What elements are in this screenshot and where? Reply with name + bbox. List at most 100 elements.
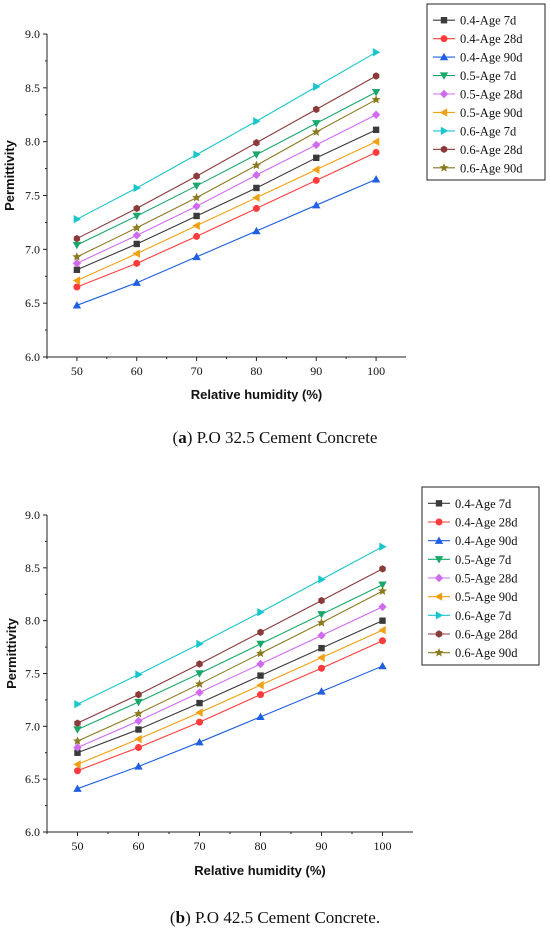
caption-a-text: P.O 32.5 Cement Concrete [192, 428, 378, 447]
chart-b-x-tick-label: 90 [316, 839, 328, 853]
chart-b-data-point [135, 726, 142, 733]
chart-b-x-tick-label: 50 [72, 839, 84, 853]
chart-b-data-point [318, 596, 325, 605]
chart-a-y-tick-label: 7.5 [25, 189, 40, 203]
chart-a-y-tick-label: 8.0 [25, 135, 40, 149]
chart-b-data-point [379, 617, 386, 624]
chart-a-data-point [193, 232, 201, 240]
chart-b-data-point [195, 688, 204, 697]
chart-a-data-point [73, 266, 81, 273]
chart-a-legend-marker [439, 89, 449, 99]
chart-b-series-line [77, 590, 383, 742]
chart-b-data-point [317, 611, 326, 619]
chart-b-data-point [74, 749, 81, 756]
caption-a-letter: a [178, 428, 187, 447]
caption-b: (b) P.O 42.5 Cement Concrete. [169, 908, 381, 927]
chart-a-x-tick-label: 70 [191, 364, 203, 378]
chart-a-data-point [312, 176, 320, 184]
chart-a-x-tick-label: 90 [310, 364, 322, 378]
chart-a-legend-marker [439, 72, 449, 80]
chart-b-data-point [256, 659, 265, 669]
chart-a-data-point [372, 72, 380, 80]
chart-a-legend-marker [440, 17, 448, 24]
chart-b-series-line [77, 629, 383, 765]
chart-panel-a: 6.0 6.5 7.0 7.5 8.0 8.5 9.0 50 60 70 80 90 100 Permit… [0, 0, 550, 470]
chart-b-legend-marker [435, 630, 443, 638]
chart-a-y-tick-label: 7.0 [25, 242, 40, 256]
chart-a-series-5 [72, 137, 380, 285]
chart-b-series-line [77, 546, 383, 705]
chart-a-legend-marker [440, 35, 448, 43]
chart-b-series-3 [73, 581, 387, 734]
chart-b-legend-entry: 0.5-Age 7d [455, 553, 512, 567]
chart-b-y-tick-label: 9.0 [25, 508, 40, 522]
chart-b-series-6 [74, 542, 387, 709]
chart-a-data-point [312, 165, 320, 174]
chart-a-data-point [313, 105, 320, 114]
chart-a-data-point [252, 204, 260, 212]
chart-a-series-1 [73, 148, 380, 291]
chart-a-legend-entry: 0.4-Age 90d [460, 51, 523, 65]
chart-b-legend-entry: 0.5-Age 28d [455, 572, 518, 586]
chart-b-data-point [196, 639, 204, 649]
chart-a-data-point [371, 137, 380, 146]
chart-b-legend-entry: 0.6-Age 7d [455, 609, 512, 623]
chart-a-data-point [193, 150, 201, 159]
chart-b-data-point [73, 743, 82, 752]
chart-a-data-point [72, 301, 82, 309]
chart-a-legend-entry: 0.4-Age 7d [460, 14, 517, 28]
chart-a-legend-marker [439, 108, 448, 117]
chart-a-series-4 [72, 110, 381, 268]
chart-a-legend-entry: 0.6-Age 90d [460, 161, 523, 175]
chart-a-x-tick-label: 100 [367, 364, 385, 378]
chart-a-data-point [133, 183, 141, 193]
chart-b-data-point [135, 670, 143, 679]
chart-a-series-8 [72, 94, 381, 261]
chart-b-series-line [77, 640, 383, 772]
chart-a-data-point [372, 126, 380, 134]
chart-b-x-axis-title: Relative humidity (%) [194, 863, 325, 878]
chart-a-y-tick-label: 9.0 [25, 27, 40, 41]
chart-b-x-tick-label: 80 [255, 839, 267, 853]
chart-b-data-point [134, 698, 143, 707]
chart-b-data-point [73, 726, 82, 734]
chart-a-series-line [76, 114, 377, 264]
chart-b-data-point [257, 608, 265, 617]
chart-b-series-8 [73, 586, 387, 745]
chart-b-data-point [196, 660, 203, 668]
chart-b-y-tick-label: 7.0 [25, 719, 40, 733]
chart-b-data-point [74, 699, 82, 709]
chart-b-legend-marker [435, 518, 443, 526]
chart-b-data-point [318, 575, 326, 584]
chart-b-data-point [195, 737, 204, 746]
chart-a-data-point [132, 231, 141, 240]
chart-a-series-line [76, 51, 377, 220]
chart-a-data-point [313, 82, 321, 91]
chart-b-data-point [378, 602, 387, 612]
chart-b-series-line [77, 606, 383, 748]
chart-b-data-point [379, 542, 387, 551]
chart-a-y-tick-label: 6.5 [25, 296, 40, 310]
chart-b-series-line [77, 584, 383, 731]
chart-b-legend-entry: 0.5-Age 90d [455, 590, 518, 604]
chart-b-legend-entry: 0.4-Age 7d [455, 497, 512, 511]
chart-b-y-tick-label: 8.0 [25, 614, 40, 628]
chart-b-data-point [256, 712, 265, 721]
chart-b-series-5 [73, 625, 386, 769]
chart-b-data-point [378, 661, 387, 670]
chart-b-data-point [73, 736, 82, 745]
chart-a-legend-entry: 0.4-Age 28d [460, 32, 523, 46]
chart-a-data-point [252, 226, 261, 235]
chart-b-legend-entry: 0.6-Age 90d [455, 646, 518, 660]
chart-a-data-point [371, 175, 381, 183]
chart-b-data-point [73, 784, 82, 792]
chart-b-series-0 [74, 617, 386, 756]
chart-b-series-2 [73, 661, 387, 792]
chart-a-data-point [193, 212, 200, 220]
chart-a-legend-entry: 0.5-Age 7d [460, 69, 517, 83]
chart-b-data-point [378, 586, 387, 595]
chart-a-data-point [312, 140, 321, 150]
chart-a-x-tick-label: 50 [71, 364, 83, 378]
chart-a-data-point [192, 221, 200, 230]
chart-b-y-axis-title: Permittivity [4, 617, 19, 689]
